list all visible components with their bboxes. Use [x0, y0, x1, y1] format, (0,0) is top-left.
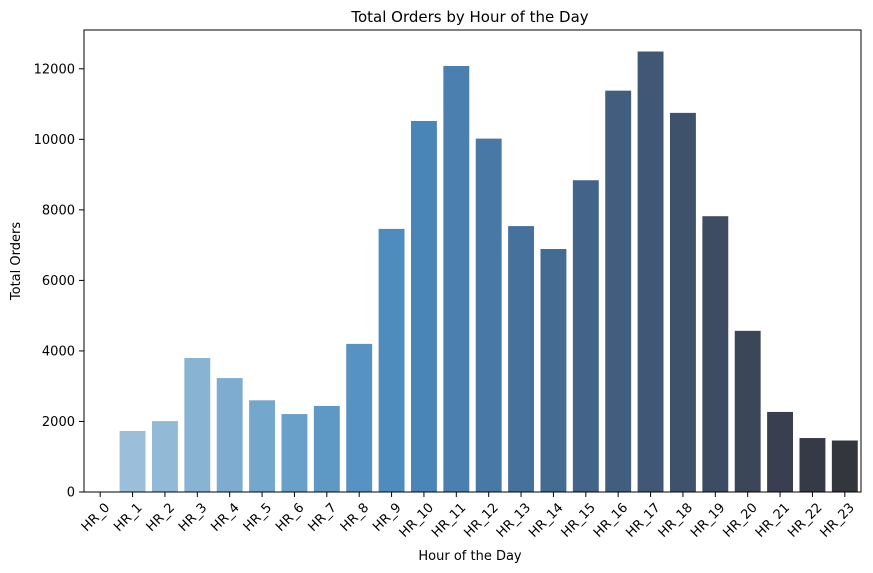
bar-hr-9	[378, 228, 405, 492]
bar-hr-16	[605, 90, 632, 492]
x-tick-label: HR_18	[656, 500, 696, 540]
bar-hr-23	[831, 440, 858, 492]
plot-frame	[83, 29, 862, 493]
x-tick-label: HR_8	[338, 500, 372, 534]
x-tick-label: HR_1	[111, 500, 145, 534]
x-tick-label: HR_20	[721, 500, 761, 540]
x-tick-label: HR_19	[688, 500, 728, 540]
bar-hr-6	[281, 414, 308, 492]
y-tick-label: 4000	[42, 344, 75, 359]
x-tick-label: HR_0	[79, 500, 113, 534]
x-axis: HR_0HR_1HR_2HR_3HR_4HR_5HR_6HR_7HR_8HR_9…	[79, 492, 858, 541]
bar-hr-18	[669, 112, 696, 492]
bar-hr-13	[508, 226, 535, 492]
x-tick-label: HR_17	[623, 500, 663, 540]
x-tick-label: HR_23	[818, 500, 858, 540]
y-tick-label: 6000	[42, 274, 75, 289]
y-axis: 0 2000 4000 6000 8000 10000 12000	[34, 62, 84, 501]
y-tick-label: 12000	[34, 62, 75, 77]
y-axis-label: Total Orders	[9, 222, 24, 301]
x-tick-label: HR_21	[753, 500, 793, 540]
y-tick-label: 8000	[42, 203, 75, 218]
x-tick-label: HR_10	[397, 500, 437, 540]
bars-group	[119, 51, 858, 493]
bar-hr-19	[702, 216, 729, 492]
bar-hr-12	[475, 138, 502, 492]
bar-hr-4	[216, 378, 243, 492]
x-tick-label: HR_14	[526, 500, 566, 540]
bar-hr-3	[184, 357, 211, 492]
x-tick-label: HR_11	[429, 500, 469, 540]
bar-hr-21	[767, 411, 794, 492]
bar-hr-5	[249, 400, 276, 492]
x-axis-label: Hour of the Day	[418, 549, 522, 564]
bar-hr-7	[313, 405, 340, 492]
y-tick-label: 0	[67, 486, 75, 501]
x-tick-label: HR_3	[176, 500, 210, 534]
x-tick-label: HR_22	[785, 500, 825, 540]
chart-title: Total Orders by Hour of the Day	[350, 8, 588, 26]
x-tick-label: HR_5	[241, 500, 275, 534]
bar-hr-10	[410, 120, 437, 493]
bar-hr-20	[734, 330, 761, 492]
bar-hr-1	[119, 430, 146, 492]
bar-hr-14	[540, 249, 567, 492]
bar-hr-2	[151, 421, 178, 492]
y-tick-label: 10000	[34, 133, 75, 148]
x-tick-label: HR_7	[306, 500, 340, 534]
x-tick-label: HR_4	[208, 500, 242, 534]
x-tick-label: HR_2	[144, 500, 178, 534]
bar-hr-8	[346, 343, 373, 492]
x-tick-label: HR_13	[494, 500, 534, 540]
bar-hr-15	[572, 180, 599, 493]
y-tick-label: 2000	[42, 415, 75, 430]
bar-hr-11	[443, 65, 470, 492]
bar-hr-22	[799, 438, 826, 492]
x-tick-label: HR_15	[559, 500, 599, 540]
bar-hr-17	[637, 51, 664, 492]
x-tick-label: HR_6	[273, 500, 307, 534]
x-tick-label: HR_16	[591, 500, 631, 540]
x-tick-label: HR_12	[462, 500, 502, 540]
